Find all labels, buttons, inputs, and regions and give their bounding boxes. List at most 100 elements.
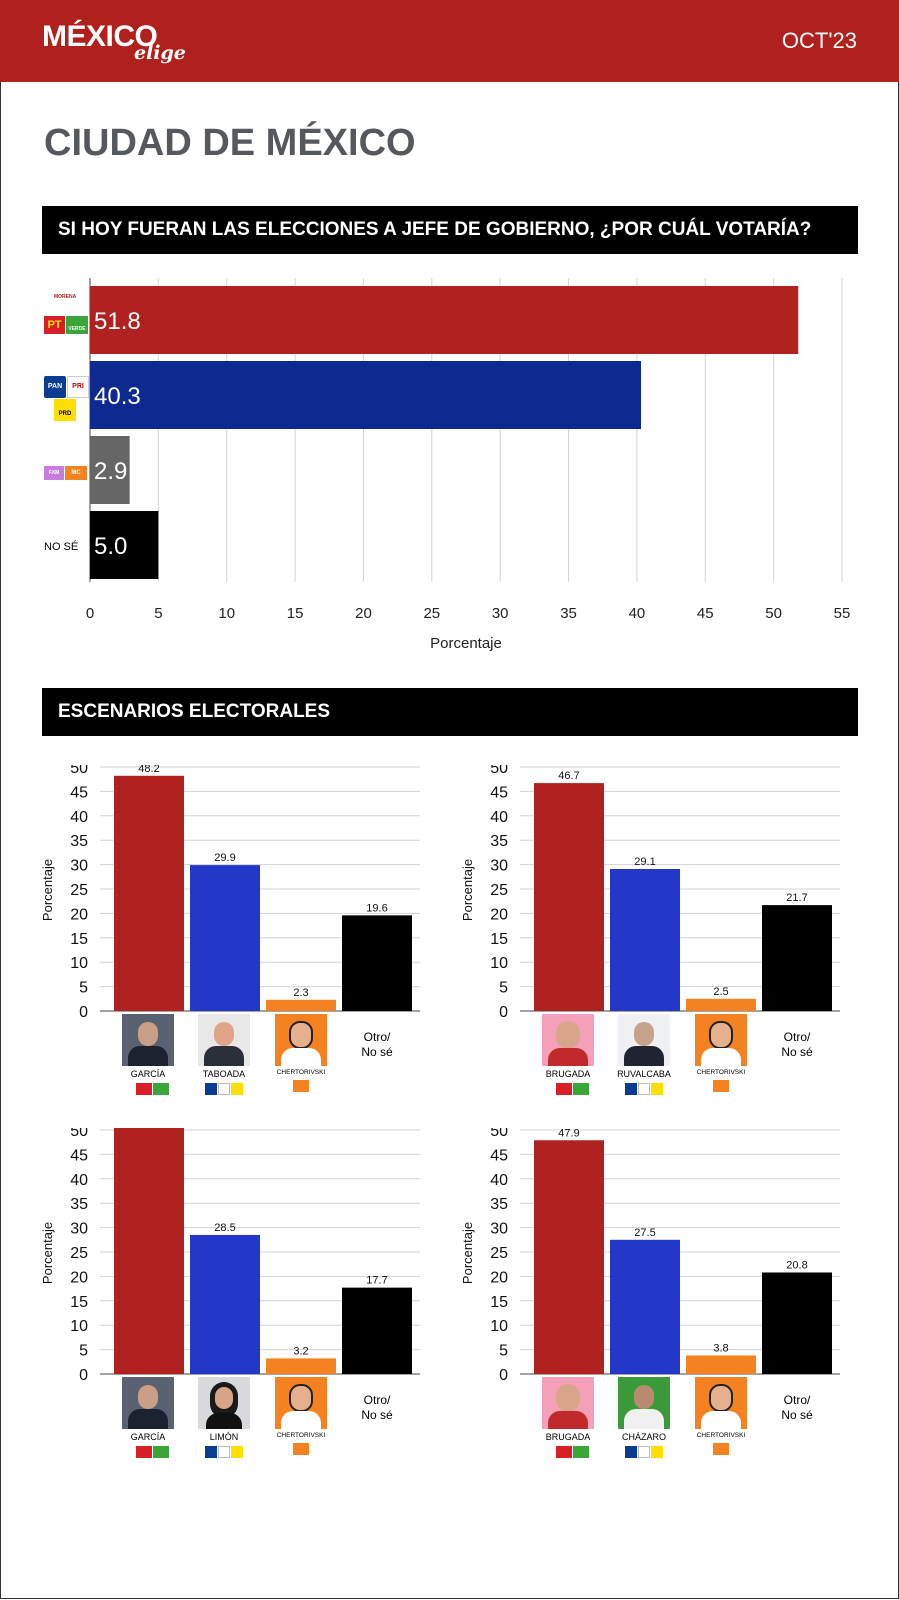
bar-value-label: 28.5 [214,1222,235,1234]
y-tick-label: 35 [70,833,88,850]
other-label: Otro/ No sé [361,1030,393,1059]
x-tick-label: 40 [629,605,646,622]
coalition-pan-logos: PAN PRI PRD [44,376,90,421]
candidate-name: BRUGADA [545,1432,591,1442]
header-bar [0,0,899,82]
question-header: SI HOY FUERAN LAS ELECCIONES A JEFE DE G… [42,206,858,254]
scenarios-header: ESCENARIOS ELECTORALES [42,688,858,736]
bar-value-label: 29.1 [634,856,655,868]
x-tick-label: 55 [834,605,851,622]
mc-logo [270,1442,332,1456]
bar-1 [610,868,680,1011]
y-tick-label: 10 [490,1318,508,1335]
candidate-name: CHÁZARO [621,1432,666,1442]
x-tick-label: 45 [697,605,714,622]
scenario-chart-4: 0 5 10 15 20 25 30 35 40 45 50 47.9 27.5 3.8 20.8 Porce… [460,1128,840,1383]
candidate-brugada: BRUGADA [537,1377,599,1459]
morena-logo: MORENA [54,294,77,300]
candidate-chertorivski: CHERTORIVSKI [690,1014,752,1093]
bar-3 [762,905,832,1011]
y-tick-label: 35 [490,1196,508,1213]
mc-logos: FXM MC [44,466,90,480]
y-tick-label: 5 [499,980,508,997]
bar-value-label: 2.5 [713,986,728,998]
bar-value-label: 48.2 [138,765,159,775]
candidate-photo [695,1377,747,1429]
bar-value-label: 20.8 [786,1259,807,1271]
x-tick-label: 20 [355,605,372,622]
y-tick-label: 40 [70,1172,88,1189]
bar-3 [762,1272,832,1374]
bar-value-label: 47.9 [558,1128,579,1139]
x-tick-label: 50 [765,605,782,622]
bar-0 [534,1140,604,1374]
candidate-photo [618,1377,670,1429]
y-tick-label: 15 [490,1294,508,1311]
coalition-logos [537,1082,599,1096]
bar-3 [90,511,159,579]
y-tick-label: 50 [70,1128,88,1140]
candidate-name: GARCÍA [130,1069,166,1079]
y-tick-label: 50 [490,765,508,777]
x-tick-label: 0 [86,605,94,622]
y-tick-label: 50 [70,765,88,777]
candidate-chazaro: CHÁZARO [613,1377,675,1459]
scenario-chart-1: 0 5 10 15 20 25 30 35 40 45 50 48.2 29.9 2.3 19.6 Porce… [40,765,420,1020]
bar-1 [90,361,642,429]
candidate-name: LIMÓN [209,1432,239,1442]
coalition-logos [117,1445,179,1459]
candidate-photo [542,1014,594,1066]
y-axis-label: Porcentaje [460,1222,475,1284]
y-tick-label: 5 [499,1343,508,1360]
y-tick-label: 10 [490,955,508,972]
verde-logo: VERDE [66,316,88,334]
x-tick-label: 30 [492,605,509,622]
bar-value-label: 19.6 [366,902,387,914]
x-tick-label: 15 [287,605,304,622]
bar-value-label: 3.8 [713,1342,728,1354]
bar-3 [342,1287,412,1374]
y-tick-label: 10 [70,955,88,972]
candidate-taboada: TABOADA [193,1014,255,1096]
other-label: Otro/ No sé [781,1030,813,1059]
bar-2 [266,1358,336,1374]
candidate-chertorivski: CHERTORIVSKI [270,1014,332,1093]
y-tick-label: 35 [70,1196,88,1213]
candidate-ruvalcaba: RUVALCABA [613,1014,675,1096]
y-tick-label: 45 [490,1147,508,1164]
y-tick-label: 0 [79,1367,88,1383]
y-tick-label: 25 [70,1245,88,1262]
coalition-logos [537,1445,599,1459]
y-axis-label: Porcentaje [40,859,55,921]
bar-3 [342,915,412,1011]
y-tick-label: 35 [490,833,508,850]
y-tick-label: 45 [490,784,508,801]
candidate-name: RUVALCABA [617,1069,671,1079]
candidate-photo [275,1014,327,1066]
y-tick-label: 30 [490,858,508,875]
x-tick-label: 35 [560,605,577,622]
logo-sub: elige [134,42,186,64]
y-tick-label: 40 [70,809,88,826]
mc-logo [690,1079,752,1093]
y-tick-label: 20 [490,906,508,923]
y-tick-label: 20 [70,906,88,923]
coalition-logos [613,1445,675,1459]
bar-0 [114,775,184,1011]
bar-value-label: 5.0 [94,533,127,560]
bar-value-label: 46.7 [558,770,579,782]
y-axis-label: Porcentaje [460,859,475,921]
candidate-garcia: GARCÍA [117,1377,179,1459]
y-tick-label: 50 [490,1128,508,1140]
bar-1 [190,865,260,1011]
y-tick-label: 5 [79,1343,88,1360]
bar-value-label: 29.9 [214,852,235,864]
bar-value-label: 3.2 [293,1345,308,1357]
candidate-name: CHERTORIVSKI [696,1432,746,1439]
candidate-photo [198,1014,250,1066]
bar-value-label: 27.5 [634,1227,655,1239]
prd-logo: PRD [54,399,76,421]
candidate-chertorivski: CHERTORIVSKI [690,1377,752,1456]
logo: MÉXICO [42,20,158,53]
candidate-photo [542,1377,594,1429]
